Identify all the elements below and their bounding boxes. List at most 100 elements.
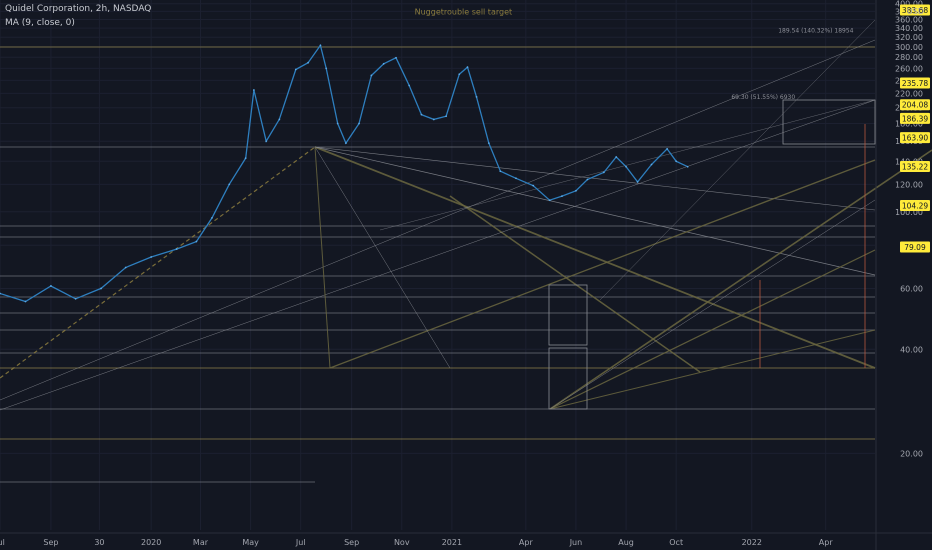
- price-point: [532, 184, 535, 187]
- price-point: [50, 285, 52, 287]
- trend-line: [549, 329, 876, 410]
- trend-line: [314, 146, 451, 369]
- price-point: [666, 148, 669, 150]
- x-tick-label: 30: [94, 538, 104, 547]
- trend-line: [0, 39, 876, 401]
- price-point: [358, 122, 360, 125]
- currency-label: USD: [906, 7, 924, 16]
- y-tick-label: 400.00: [895, 0, 923, 9]
- price-point: [319, 44, 322, 47]
- price-point: [432, 118, 435, 121]
- drawings-layer: Nuggetrouble sell target 189.54 (140.32%)…: [0, 8, 932, 483]
- chart-annotation: 189.54 (140.32%) 18954: [778, 28, 853, 35]
- x-tick-label: May: [242, 538, 259, 547]
- price-point: [499, 170, 502, 173]
- trend-line: [314, 146, 876, 276]
- price-point: [458, 73, 461, 76]
- symbol-title[interactable]: Quidel Corporation, 2h, NASDAQ: [5, 4, 152, 14]
- price-point: [24, 300, 27, 303]
- x-tick-label: Aug: [618, 538, 634, 547]
- price-point: [278, 118, 281, 121]
- y-tick-label: 340.00: [895, 24, 923, 33]
- trend-line: [549, 249, 876, 410]
- y-tick-label: 180.00: [895, 120, 923, 129]
- chart-annotation: Nuggetrouble sell target: [415, 8, 513, 17]
- price-level-badge-label: 104.29: [902, 201, 928, 210]
- price-point: [615, 156, 618, 158]
- range-rectangle: [548, 347, 588, 410]
- price-point: [575, 189, 577, 192]
- price-point: [211, 216, 213, 219]
- price-point: [636, 181, 639, 183]
- y-tick-label: 220.00: [895, 89, 923, 98]
- x-tick-label: Jul: [0, 538, 5, 547]
- x-tick-label: 2020: [141, 538, 161, 547]
- price-point: [244, 157, 247, 159]
- price-point: [336, 122, 339, 125]
- price-level-badge: [900, 77, 930, 89]
- y-tick-label: 60.00: [900, 284, 923, 293]
- trend-line: [314, 146, 331, 369]
- trend-line: [449, 195, 701, 373]
- price-level-badge-label: 383.68: [902, 6, 928, 15]
- price-point: [74, 297, 77, 300]
- price-point: [548, 199, 551, 202]
- grid: [0, 0, 875, 530]
- x-tick-label: Apr: [819, 538, 834, 547]
- trend-line: [314, 146, 876, 369]
- y-tick-label: 100.00: [895, 208, 923, 217]
- price-point: [325, 67, 328, 70]
- price-point: [175, 248, 178, 250]
- x-tick-label: Mar: [193, 538, 209, 547]
- y-tick-label: 320.00: [895, 33, 923, 42]
- price-level-badge: [900, 4, 930, 16]
- price-point: [307, 61, 309, 64]
- trend-line: [549, 199, 876, 410]
- price-level-badge-label: 204.08: [902, 101, 928, 110]
- price-point: [265, 140, 268, 143]
- y-tick-label: 260.00: [895, 64, 923, 73]
- price-level-badge-label: 163.90: [902, 134, 928, 143]
- price-point: [252, 89, 255, 91]
- x-tick-label: 2022: [742, 538, 762, 547]
- x-tick-label: Nov: [394, 538, 410, 547]
- price-point: [294, 68, 297, 71]
- price-point: [561, 195, 563, 198]
- price-level-badge: [900, 99, 930, 111]
- price-level-badges: 383.68 235.78 204.08 186.39 163.90 135.22 104.…: [900, 4, 930, 253]
- price-line[interactable]: [0, 43, 688, 303]
- price-point: [344, 142, 347, 145]
- trend-line: [379, 99, 876, 231]
- price-point: [370, 74, 373, 77]
- price-level-badge: [900, 132, 930, 144]
- price-point: [100, 287, 102, 290]
- price-point: [466, 66, 469, 69]
- x-tick-label: Oct: [669, 538, 683, 547]
- price-point: [0, 292, 1, 295]
- x-tick-label: Sep: [43, 538, 58, 547]
- price-point: [228, 183, 231, 186]
- x-tick-label: Apr: [519, 538, 534, 547]
- time-axis[interactable]: Jul Sep 30 2020 Mar May Jul Sep Nov 2021 Apr Jun Aug…: [0, 532, 932, 547]
- price-point: [686, 165, 689, 168]
- price-point: [395, 56, 397, 59]
- price-point: [445, 115, 448, 118]
- trend-line: [0, 99, 876, 411]
- indicator-legend[interactable]: MA (9, close, 0): [5, 18, 75, 28]
- price-point: [382, 62, 385, 65]
- x-tick-label: Jun: [569, 538, 583, 547]
- y-tick-label: 300.00: [895, 43, 923, 52]
- price-point: [602, 171, 605, 174]
- price-point: [150, 256, 153, 258]
- y-tick-label: 360.00: [895, 16, 923, 25]
- price-series-layer: [0, 43, 689, 303]
- x-tick-label: Sep: [344, 538, 359, 547]
- trend-line: [329, 159, 876, 369]
- price-point: [515, 177, 517, 180]
- price-point: [475, 95, 478, 98]
- price-point: [420, 113, 423, 116]
- y-tick-label: 280.00: [895, 53, 923, 62]
- price-level-badge-label: 135.22: [902, 162, 928, 171]
